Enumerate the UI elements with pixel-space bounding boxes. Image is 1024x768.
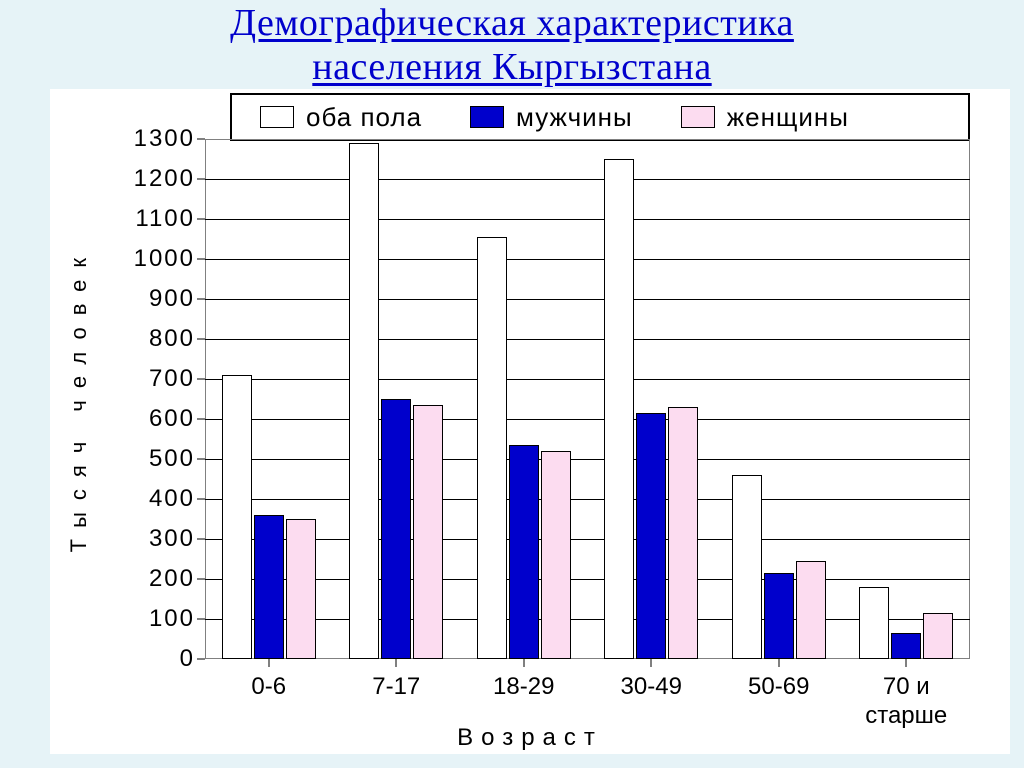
plot-border [205, 139, 970, 659]
ytick-label: 100 [149, 605, 205, 633]
bar-women [923, 613, 953, 659]
ytick-label: 1300 [134, 125, 205, 153]
xtick-label: 7-17 [372, 659, 420, 702]
xtick-label: 18-29 [493, 659, 554, 702]
xtick-label: 70 истарше [865, 659, 947, 731]
gridline [205, 179, 970, 180]
xtick-label: 30-49 [621, 659, 682, 702]
chart-container: оба пола мужчины женщины Тысяч человек 0… [50, 89, 1010, 754]
ytick-label: 400 [149, 485, 205, 513]
x-axis-title: Возраст [50, 724, 1010, 752]
ytick-label: 200 [149, 565, 205, 593]
gridline [205, 219, 970, 220]
bar-both [477, 237, 507, 659]
legend-label-both: оба пола [306, 102, 422, 133]
bar-men [891, 633, 921, 659]
gridline [205, 379, 970, 380]
gridline [205, 339, 970, 340]
gridline [205, 539, 970, 540]
gridline [205, 579, 970, 580]
plot-area: 0100200300400500600700800900100011001200… [205, 139, 970, 659]
y-axis-title: Тысяч человек [64, 139, 94, 659]
gridline [205, 619, 970, 620]
legend-item-both: оба пола [260, 102, 422, 133]
legend-label-men: мужчины [516, 102, 633, 133]
bar-men [509, 445, 539, 659]
ytick-label: 1200 [134, 165, 205, 193]
legend-swatch-women [681, 106, 715, 128]
xtick-label: 50-69 [748, 659, 809, 702]
ytick-label: 900 [149, 285, 205, 313]
ytick-label: 700 [149, 365, 205, 393]
legend-item-women: женщины [681, 102, 849, 133]
y-axis-title-text: Тысяч человек [66, 246, 92, 552]
bar-group [222, 375, 316, 659]
bar-women [796, 561, 826, 659]
bar-women [413, 405, 443, 659]
bar-both [859, 587, 889, 659]
bar-men [636, 413, 666, 659]
title-line-2: населения Кыргызстана [312, 46, 711, 88]
bar-both [604, 159, 634, 659]
bar-women [668, 407, 698, 659]
bar-both [349, 143, 379, 659]
gridline [205, 259, 970, 260]
ytick-label: 300 [149, 525, 205, 553]
ytick-label: 1000 [134, 245, 205, 273]
bar-men [254, 515, 284, 659]
bar-group [477, 237, 571, 659]
gridline [205, 499, 970, 500]
bar-group [349, 143, 443, 659]
gridline [205, 459, 970, 460]
bar-both [222, 375, 252, 659]
legend: оба пола мужчины женщины [230, 93, 970, 141]
bar-group [604, 159, 698, 659]
chart-title: Демографическая характеристика населения… [0, 0, 1024, 89]
ytick-label: 500 [149, 445, 205, 473]
ytick-label: 600 [149, 405, 205, 433]
legend-swatch-men [470, 106, 504, 128]
xtick-label: 0-6 [251, 659, 286, 702]
bar-men [381, 399, 411, 659]
ytick-label: 800 [149, 325, 205, 353]
bar-women [286, 519, 316, 659]
bar-both [732, 475, 762, 659]
gridline [205, 419, 970, 420]
gridline [205, 299, 970, 300]
legend-swatch-both [260, 106, 294, 128]
x-axis-title-text: Возраст [457, 724, 603, 751]
bar-group [732, 475, 826, 659]
ytick-label: 0 [180, 645, 205, 673]
legend-item-men: мужчины [470, 102, 633, 133]
legend-label-women: женщины [727, 102, 849, 133]
bar-women [541, 451, 571, 659]
bar-men [764, 573, 794, 659]
bar-group [859, 587, 953, 659]
title-line-1: Демографическая характеристика [230, 2, 794, 44]
ytick-label: 1100 [135, 205, 205, 233]
